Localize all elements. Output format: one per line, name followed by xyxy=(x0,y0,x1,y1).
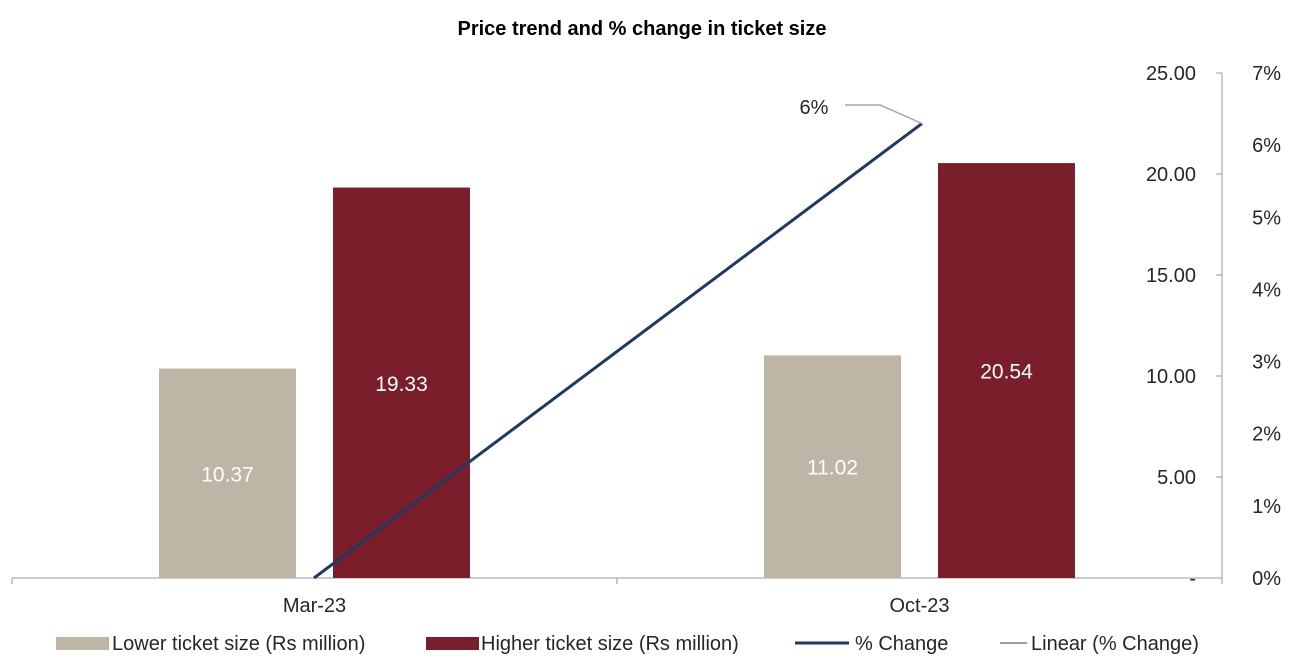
lines xyxy=(313,122,923,580)
chart-title: Price trend and % change in ticket size xyxy=(457,18,826,40)
legend-swatch xyxy=(56,637,109,650)
y-left-tick-label: 15.00 xyxy=(1146,265,1196,287)
y-left-tick-label: 5.00 xyxy=(1157,467,1196,489)
bar-value-label: 20.54 xyxy=(980,361,1033,384)
y-right-tick-label: 7% xyxy=(1252,63,1281,85)
bar xyxy=(764,355,901,578)
legend: Lower ticket size (Rs million) Higher tic… xyxy=(56,633,1199,655)
y-right-tick-label: 1% xyxy=(1252,496,1281,518)
y-right-tick-label: 2% xyxy=(1252,424,1281,446)
y-left-tick-label: 25.00 xyxy=(1146,63,1196,85)
percent-change-line xyxy=(313,122,923,580)
bar-value-label: 10.37 xyxy=(201,463,254,486)
x-tick-label: Oct-23 xyxy=(889,595,949,617)
data-labels: 10.37 11.02 19.33 20.54 6% xyxy=(201,97,1033,486)
y-right-tick-label: 3% xyxy=(1252,352,1281,374)
legend-label: % Change xyxy=(855,633,948,655)
y-left-tick-label: 10.00 xyxy=(1146,366,1196,388)
bar xyxy=(159,368,296,578)
legend-swatch xyxy=(426,637,479,650)
annotation-label: 6% xyxy=(800,97,829,119)
y-left-tick-label: - xyxy=(1189,568,1196,590)
bar xyxy=(938,163,1075,579)
legend-label: Higher ticket size (Rs million) xyxy=(481,633,739,655)
bar-value-label: 11.02 xyxy=(807,457,858,480)
axes: Mar-23 Oct-23 - 5.00 10.00 15.00 20.00 25.00 0% 1… xyxy=(11,63,1281,617)
annotation-leader-line xyxy=(845,104,923,125)
y-right-tick-label: 0% xyxy=(1252,568,1281,590)
x-tick-label: Mar-23 xyxy=(283,595,346,617)
y-right-tick-label: 4% xyxy=(1252,279,1281,301)
bars xyxy=(159,163,1075,579)
bar-value-label: 19.33 xyxy=(375,373,428,396)
y-right-tick-label: 6% xyxy=(1252,135,1281,157)
y-left-tick-label: 20.00 xyxy=(1146,164,1196,186)
legend-label: Linear (% Change) xyxy=(1031,633,1199,655)
y-right-tick-label: 5% xyxy=(1252,207,1281,229)
legend-label: Lower ticket size (Rs million) xyxy=(112,633,365,655)
